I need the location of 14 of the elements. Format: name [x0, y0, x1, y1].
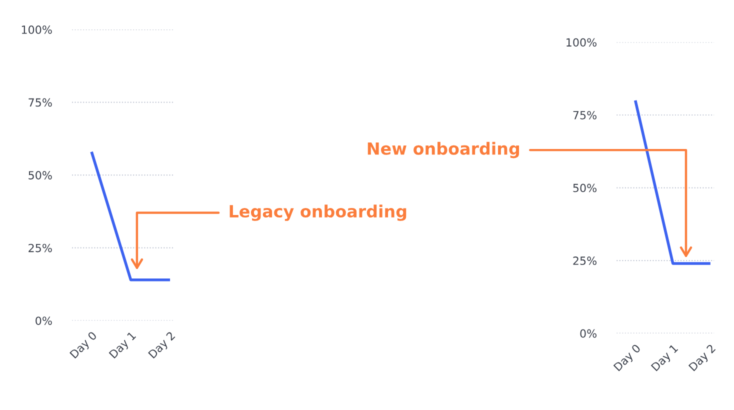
text: New onboarding	[368, 142, 520, 158]
y-tick-label: 100%	[22, 25, 52, 34]
y-tick-label: 100%	[566, 38, 596, 47]
y-tick-label: 0%	[36, 316, 52, 325]
x-tick-label: Day 2	[148, 331, 177, 360]
y-tick-label: 50%	[28, 171, 52, 180]
x-tick-label: Day 0	[69, 331, 99, 360]
text: Legacy onboarding	[230, 204, 406, 221]
y-tick-label: 0%	[580, 329, 597, 338]
y-tick-label: 50%	[573, 184, 596, 192]
y-tick-label: 25%	[573, 256, 596, 265]
y-tick-label: 75%	[28, 98, 52, 107]
y-tick-label: 75%	[573, 110, 596, 120]
y-tick-label: 25%	[28, 244, 52, 252]
